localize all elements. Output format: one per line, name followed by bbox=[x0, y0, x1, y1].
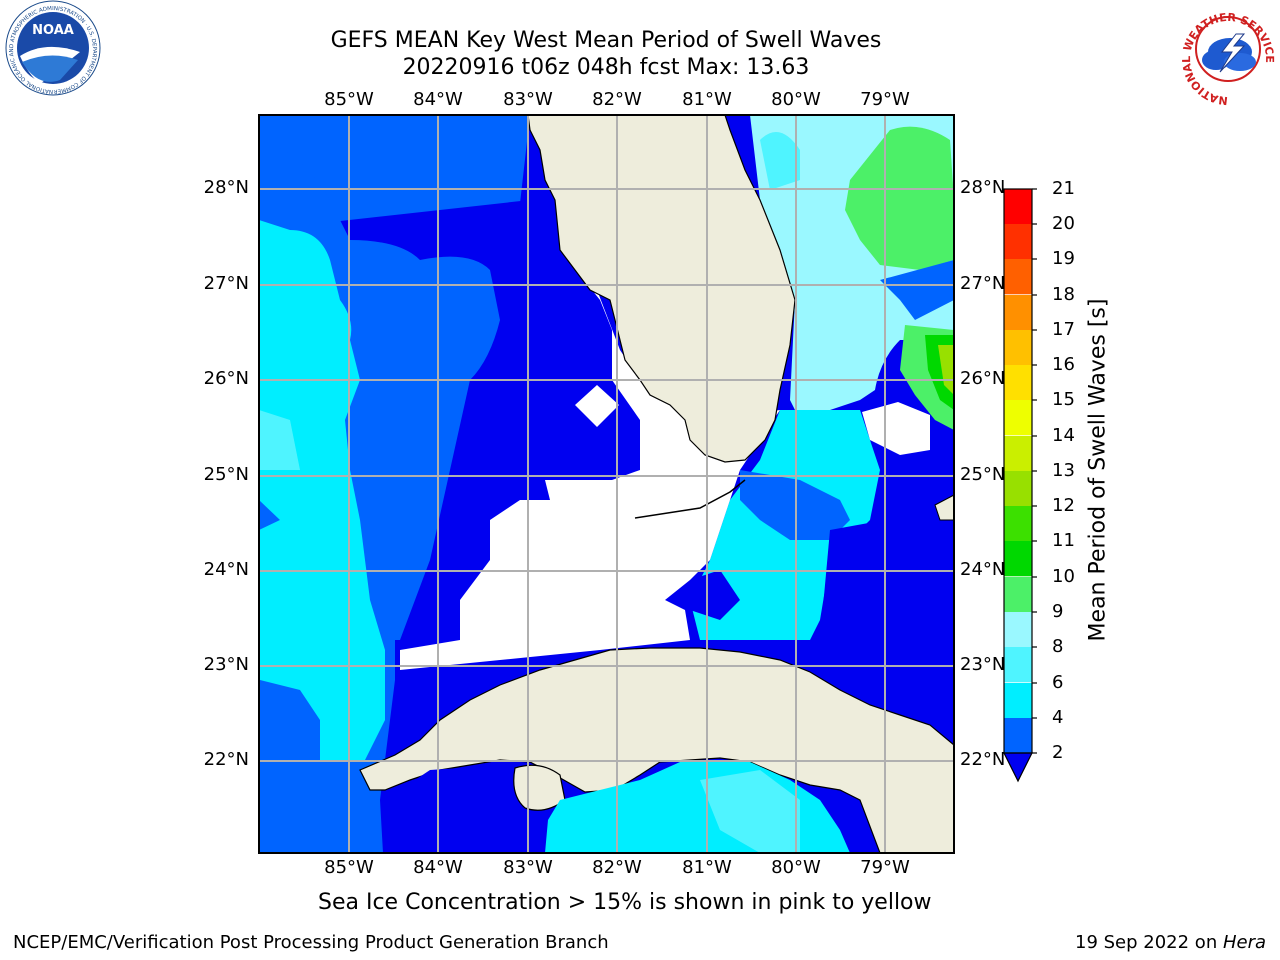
lon-label-top-79w: 79°W bbox=[860, 89, 910, 110]
lon-label-top-83w: 83°W bbox=[503, 89, 553, 110]
colorbar-tick-17: 17 bbox=[1052, 319, 1075, 340]
credit-text: NCEP/EMC/Verification Post Processing Pr… bbox=[13, 932, 609, 953]
colorbar-tick-21: 21 bbox=[1052, 178, 1075, 199]
colorbar-tick-12: 12 bbox=[1052, 495, 1075, 516]
colorbar-tick-19: 19 bbox=[1052, 248, 1075, 269]
colorbar-label: Mean Period of Swell Waves [s] bbox=[1085, 298, 1111, 642]
colorbar-tick-11: 11 bbox=[1052, 530, 1075, 551]
lat-label-right-25n: 25°N bbox=[960, 464, 1006, 485]
lon-label-top-82w: 82°W bbox=[592, 89, 642, 110]
lon-label-bottom-82w: 82°W bbox=[592, 857, 642, 878]
sea-ice-note: Sea Ice Concentration > 15% is shown in … bbox=[318, 890, 932, 915]
lon-label-top-81w: 81°W bbox=[682, 89, 732, 110]
chart-subtitle: 20220916 t06z 048h fcst Max: 13.63 bbox=[402, 55, 810, 80]
map-gridlines bbox=[259, 115, 954, 853]
colorbar-tick-14: 14 bbox=[1052, 425, 1075, 446]
colorbar-tick-18: 18 bbox=[1052, 284, 1075, 305]
noaa-logo: NOAA NATIONAL OCEANIC AND ATMOSPHERIC AD… bbox=[0, 0, 104, 99]
lon-label-bottom-79w: 79°W bbox=[860, 857, 910, 878]
lon-label-bottom-84w: 84°W bbox=[413, 857, 463, 878]
nws-logo: NATIONAL WEATHER SERVICE bbox=[1180, 1, 1276, 107]
colorbar-tick-8: 8 bbox=[1052, 636, 1064, 657]
host-name: Hera bbox=[1222, 932, 1266, 953]
lon-label-top-84w: 84°W bbox=[413, 89, 463, 110]
lat-label-left-24n: 24°N bbox=[203, 559, 249, 580]
no-data-region bbox=[400, 115, 780, 670]
colorbar-tick-9: 9 bbox=[1052, 601, 1064, 622]
lat-label-left-25n: 25°N bbox=[203, 464, 249, 485]
date-stamp: 19 Sep 2022 on Hera bbox=[1075, 932, 1266, 953]
map-area bbox=[259, 115, 954, 853]
florida-landmass bbox=[527, 115, 796, 463]
lat-label-right-22n: 22°N bbox=[960, 749, 1006, 770]
noaa-logo-text: NOAA bbox=[32, 23, 74, 38]
lon-label-bottom-80w: 80°W bbox=[771, 857, 821, 878]
lat-label-left-26n: 26°N bbox=[203, 368, 249, 389]
colorbar-tick-15: 15 bbox=[1052, 389, 1075, 410]
isle-of-youth bbox=[513, 764, 566, 811]
swell-period-field-9-10s bbox=[845, 126, 954, 271]
lon-label-bottom-85w: 85°W bbox=[324, 857, 374, 878]
colorbar-tick-16: 16 bbox=[1052, 354, 1075, 375]
lat-label-left-28n: 28°N bbox=[203, 177, 249, 198]
lat-label-right-27n: 27°N bbox=[960, 273, 1006, 294]
lat-label-left-23n: 23°N bbox=[203, 654, 249, 675]
map-frame bbox=[258, 114, 955, 854]
lat-label-left-27n: 27°N bbox=[203, 273, 249, 294]
lat-label-right-23n: 23°N bbox=[960, 654, 1006, 675]
colorbar-tick-20: 20 bbox=[1052, 213, 1075, 234]
lon-label-bottom-81w: 81°W bbox=[682, 857, 732, 878]
lat-label-left-22n: 22°N bbox=[203, 749, 249, 770]
colorbar-tick-10: 10 bbox=[1052, 566, 1075, 587]
colorbar-tick-4: 4 bbox=[1052, 707, 1064, 728]
colorbar-tick-6: 6 bbox=[1052, 672, 1064, 693]
lat-label-right-28n: 28°N bbox=[960, 177, 1006, 198]
lat-label-right-26n: 26°N bbox=[960, 368, 1006, 389]
colorbar-tick-2: 2 bbox=[1052, 742, 1064, 763]
lat-label-right-24n: 24°N bbox=[960, 559, 1006, 580]
swell-period-field-6-8s bbox=[259, 220, 385, 760]
lon-label-top-80w: 80°W bbox=[771, 89, 821, 110]
colorbar-tick-13: 13 bbox=[1052, 460, 1075, 481]
chart-title: GEFS MEAN Key West Mean Period of Swell … bbox=[330, 28, 882, 53]
lon-label-top-85w: 85°W bbox=[324, 89, 374, 110]
date-text: 19 Sep 2022 on bbox=[1075, 932, 1223, 953]
lon-label-bottom-83w: 83°W bbox=[503, 857, 553, 878]
colorbar bbox=[1003, 188, 1037, 783]
